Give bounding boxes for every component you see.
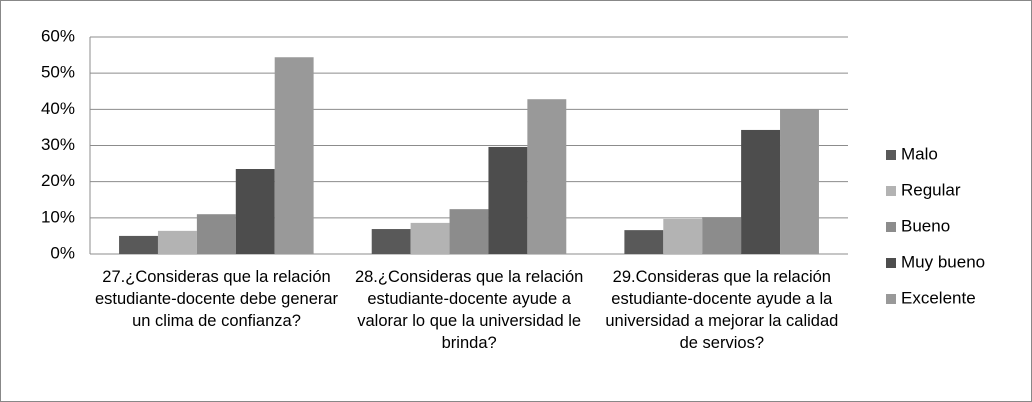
bar xyxy=(449,209,489,254)
bar xyxy=(741,129,781,254)
legend-label: Malo xyxy=(901,144,938,163)
legend-swatch xyxy=(886,222,896,232)
bar xyxy=(488,146,528,254)
bar xyxy=(663,218,703,254)
x-tick-label: 29.Consideras que la relación estudiante… xyxy=(605,268,839,352)
y-tick-label: 20% xyxy=(41,171,75,190)
legend-swatch xyxy=(886,258,896,268)
legend-swatch xyxy=(886,150,896,160)
bar xyxy=(410,222,450,254)
x-tick-label: 28.¿Consideras que la relación estudiant… xyxy=(354,268,584,352)
bar xyxy=(157,230,197,254)
legend-label: Regular xyxy=(901,180,961,199)
legend-label: Excelente xyxy=(901,288,976,307)
y-tick-label: 50% xyxy=(41,63,75,82)
y-tick-label: 40% xyxy=(41,99,75,118)
legend-swatch xyxy=(886,294,896,304)
y-tick-label: 10% xyxy=(41,207,75,226)
y-tick-label: 30% xyxy=(41,135,75,154)
bar xyxy=(527,99,567,254)
bar xyxy=(780,109,819,254)
legend-label: Bueno xyxy=(901,216,950,235)
x-tick-label: 27.¿Consideras que la relación estudiant… xyxy=(94,268,339,330)
bar xyxy=(371,229,411,254)
bar xyxy=(702,217,742,254)
y-tick-label: 0% xyxy=(50,243,75,262)
bar xyxy=(196,214,236,254)
bar xyxy=(624,230,664,254)
bar xyxy=(235,169,275,254)
legend-swatch xyxy=(886,186,896,196)
bar xyxy=(119,235,158,254)
y-tick-label: 60% xyxy=(41,26,75,45)
bar xyxy=(274,57,314,255)
legend-label: Muy bueno xyxy=(901,252,985,271)
